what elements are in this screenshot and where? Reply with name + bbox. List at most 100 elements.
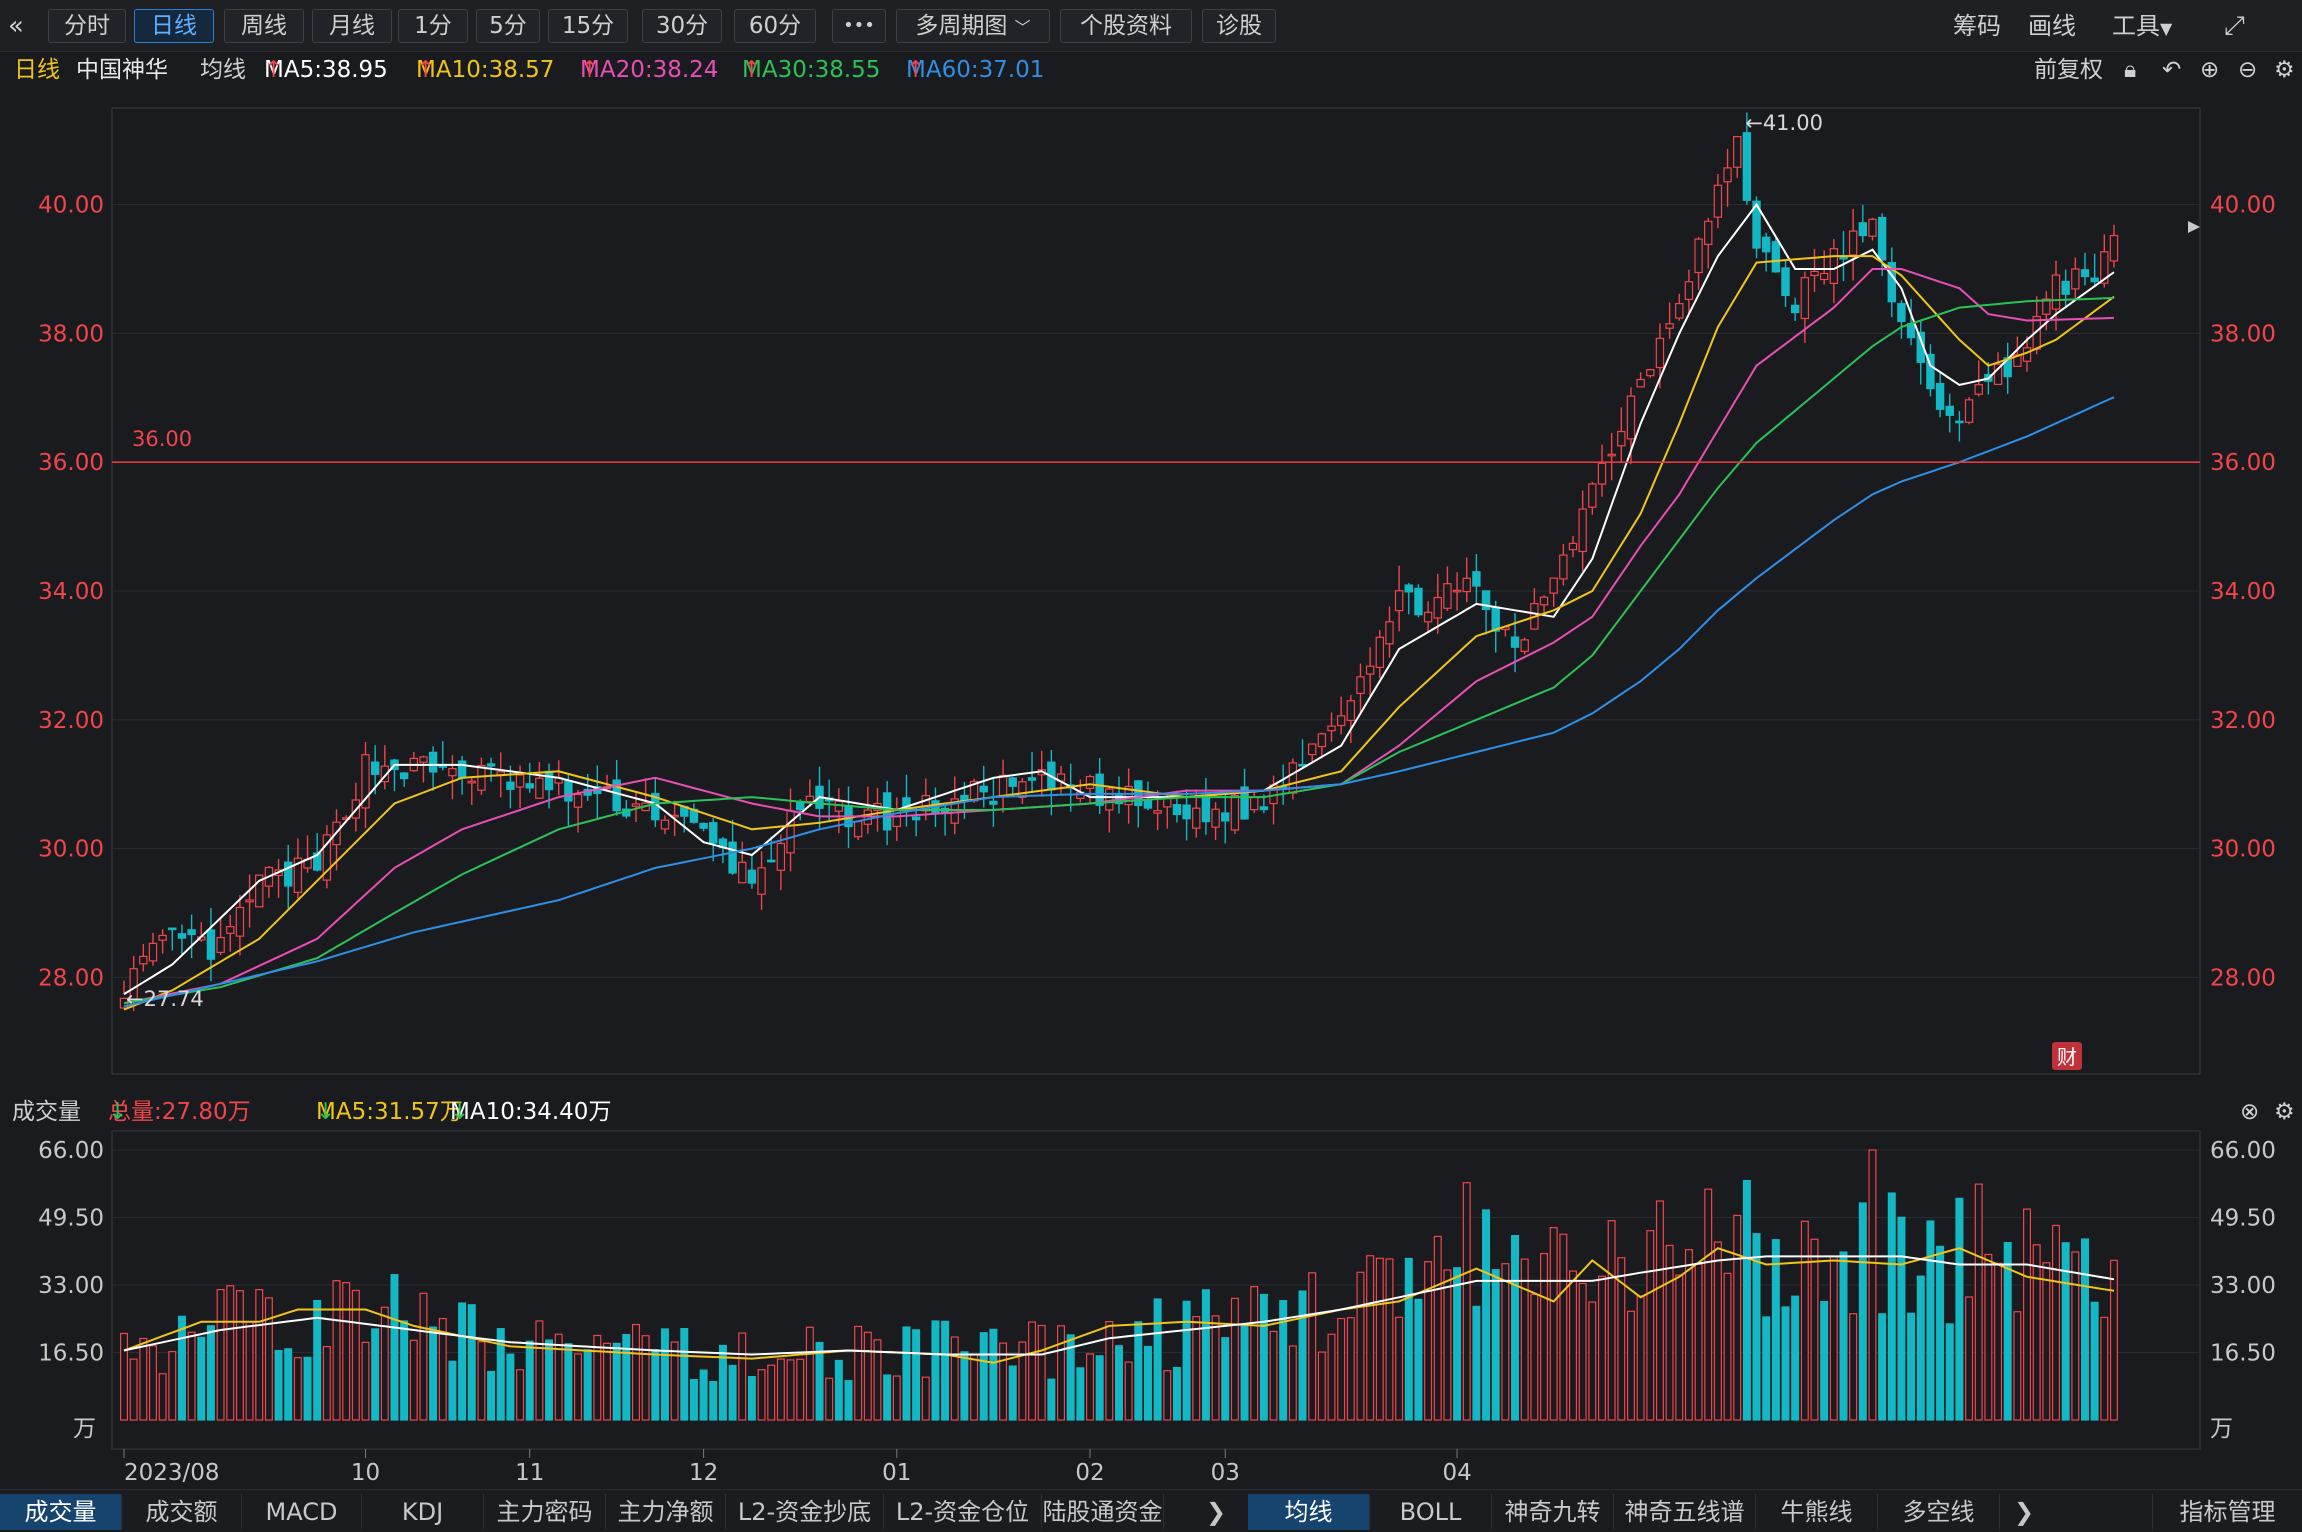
candle-body-153 [1597, 462, 1607, 485]
volume-bar-81 [902, 1326, 911, 1421]
volume-bar-19 [303, 1356, 312, 1421]
volume-settings-icon[interactable]: ⚙ [2274, 1099, 2295, 1125]
candlestick-chart[interactable]: 28.00 28.00 30.00 30.00 32.00 32.00 34.00 34.00… [0, 0, 2302, 1090]
candle-body-202 [2071, 268, 2080, 290]
ma-label[interactable]: 均线 [200, 57, 246, 83]
volume-chart[interactable]: 16.50 16.50 33.00 33.00 49.50 49.50 66.00 66.00… [0, 1130, 2302, 1490]
volume-bar-154 [1607, 1220, 1616, 1421]
period-button-4[interactable]: 1分 [398, 9, 468, 43]
volume-title[interactable]: 成交量 [12, 1099, 81, 1125]
draw-button[interactable]: 画线 [2028, 12, 2076, 40]
candles [119, 112, 2119, 1012]
period-button-5[interactable]: 5分 [476, 9, 540, 43]
period-button-2[interactable]: 周线 [224, 9, 304, 43]
y-tick-right-4: 36.00 [2210, 450, 2276, 476]
volume-bar-96 [1047, 1378, 1056, 1421]
volume-bar-22 [332, 1280, 341, 1421]
overlay-tab-1[interactable]: BOLL [1370, 1494, 1492, 1530]
multi-period-label: 多周期图 [915, 13, 1008, 39]
indicator-tab-1[interactable]: 成交额 [122, 1494, 242, 1530]
candle-body-144 [1510, 636, 1520, 648]
candle-body-107 [1153, 810, 1162, 814]
period-button-0[interactable]: 分时 [48, 9, 126, 43]
volume-bar-206 [2109, 1259, 2118, 1421]
indicator-manage-button[interactable]: 指标管理 [2152, 1494, 2302, 1530]
overlay-tab-5[interactable]: 多空线 [1878, 1494, 2000, 1530]
overlay-tab-0[interactable]: 均线 [1248, 1494, 1370, 1530]
period-button-3[interactable]: 月线 [312, 9, 392, 43]
candle-body-66 [757, 867, 766, 895]
volume-bar-56 [660, 1328, 669, 1421]
indicator-tab-5[interactable]: 主力净额 [606, 1494, 726, 1530]
volume-bar-177 [1829, 1255, 1838, 1421]
candle-body-155 [1617, 430, 1626, 447]
volume-bar-203 [2080, 1238, 2089, 1421]
zoom-in-icon[interactable]: ⊕ [2200, 57, 2220, 83]
volume-bar-26 [371, 1328, 380, 1421]
candle-body-89 [979, 785, 988, 793]
candle-body-108 [1163, 797, 1172, 808]
stock-name[interactable]: 中国神华 [76, 57, 168, 83]
volume-bar-21 [322, 1345, 331, 1421]
volume-bar-0 [119, 1332, 128, 1421]
indicator-tab-6[interactable]: L2-资金抄底 [726, 1494, 884, 1530]
candle-body-133 [1404, 584, 1413, 593]
volume-bar-62 [718, 1344, 727, 1421]
volume-bar-181 [1868, 1149, 1877, 1421]
back-icon[interactable]: « [8, 11, 24, 41]
volume-bar-97 [1057, 1325, 1066, 1421]
close-icon[interactable]: ⊗ [2240, 1099, 2260, 1125]
indicator-tab-7[interactable]: L2-资金仓位 [884, 1494, 1042, 1530]
period-button-7[interactable]: 30分 [642, 9, 722, 43]
candle-body-94 [1027, 777, 1037, 781]
fullscreen-icon[interactable]: ⤢ [2224, 11, 2245, 41]
y-tick-right-5: 38.00 [2210, 321, 2276, 347]
volume-bar-166 [1723, 1272, 1732, 1421]
tools-button[interactable]: 工具▼ [2112, 9, 2172, 43]
candle-body-154 [1607, 453, 1616, 457]
y-tick-left-1: 30.00 [38, 837, 104, 863]
candle-body-7 [187, 929, 196, 936]
x-tick-0: 2023/08 [124, 1460, 220, 1486]
overlay-tab-4[interactable]: 牛熊线 [1756, 1494, 1878, 1530]
volume-bar-176 [1820, 1300, 1829, 1421]
indicator-tab-4[interactable]: 主力密码 [484, 1494, 606, 1530]
indicator-tab-0[interactable]: 成交量 [0, 1494, 122, 1530]
volume-bar-106 [1143, 1345, 1152, 1421]
volume-bar-64 [738, 1332, 747, 1421]
y-tick-right-3: 34.00 [2210, 579, 2276, 605]
diagnose-button[interactable]: 诊股 [1202, 9, 1276, 43]
zoom-out-icon[interactable]: ⊖ [2238, 57, 2258, 83]
period-button-8[interactable]: 60分 [734, 9, 816, 43]
settings-icon[interactable]: ⚙ [2274, 57, 2295, 83]
indicator-tab-3[interactable]: KDJ [362, 1494, 484, 1530]
tabs-next-icon[interactable]: ❯ [1205, 1498, 1227, 1526]
candle-body-18 [293, 857, 303, 893]
overlay-tab-2[interactable]: 神奇九转 [1492, 1494, 1614, 1530]
candle-body-111 [1192, 807, 1201, 829]
overlay-tab-3[interactable]: 神奇五线谱 [1614, 1494, 1756, 1530]
candle-body-140 [1472, 571, 1481, 587]
volume-bar-86 [950, 1336, 959, 1421]
volume-bar-93 [1018, 1341, 1027, 1421]
stock-info-button[interactable]: 个股资料 [1060, 9, 1192, 43]
chips-button[interactable]: 筹码 [1953, 12, 2001, 40]
volume-bar-198 [2032, 1244, 2041, 1421]
vol-tick-left-3: 66.00 [38, 1138, 104, 1164]
lock-icon[interactable]: 🔒︎ [2124, 57, 2137, 83]
volume-bar-140 [1472, 1305, 1481, 1421]
volume-bar-172 [1781, 1306, 1790, 1421]
adjust-button[interactable]: 前复权 [2034, 57, 2103, 83]
period-button-1[interactable]: 日线 [134, 9, 214, 43]
candle-body-27 [380, 765, 390, 783]
indicator-tab-2[interactable]: MACD [242, 1494, 362, 1530]
volume-bar-15 [264, 1297, 273, 1421]
more-button[interactable]: ••• [832, 9, 886, 43]
indicator-tab-8[interactable]: 陆股通资金 [1042, 1494, 1164, 1530]
volume-bar-66 [757, 1369, 766, 1421]
undo-icon[interactable]: ↶ [2162, 57, 2182, 83]
period-button-6[interactable]: 15分 [548, 9, 628, 43]
tabs-next-icon-2[interactable]: ❯ [2013, 1498, 2035, 1526]
multi-period-button[interactable]: 多周期图 ﹀ [896, 9, 1050, 43]
volume-bar-128 [1356, 1271, 1365, 1421]
